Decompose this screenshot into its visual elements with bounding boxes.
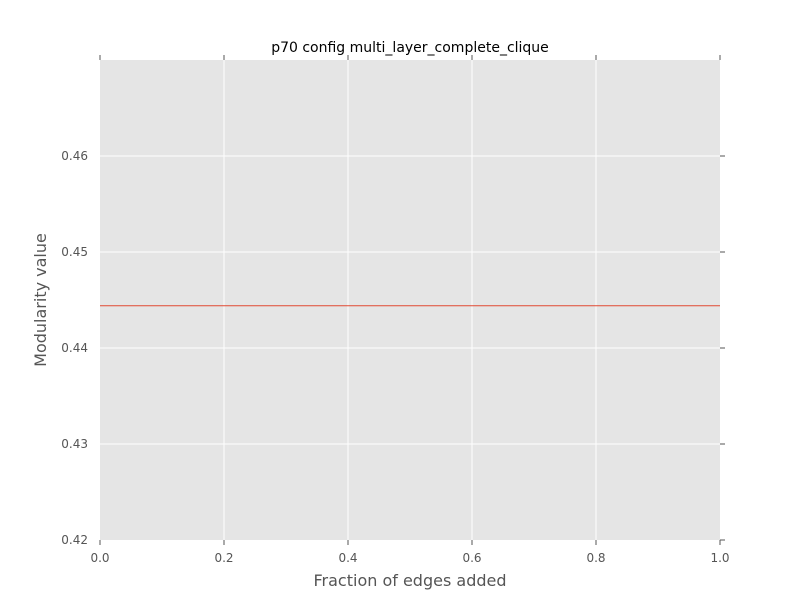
x-tick-label: 0.8 <box>586 551 605 565</box>
x-tick-label: 1.0 <box>710 551 729 565</box>
y-tick-label: 0.42 <box>61 533 88 547</box>
chart-title: p70 config multi_layer_complete_clique <box>271 40 549 56</box>
y-tick-label: 0.44 <box>61 341 88 355</box>
x-axis-label: Fraction of edges added <box>314 571 507 590</box>
y-tick-label: 0.45 <box>61 245 88 259</box>
ticks: 0.0 0.2 0.4 0.6 0.8 1.0 0.42 0.43 0.44 0.45 0.46 <box>61 55 730 565</box>
x-tick-label: 0.0 <box>90 551 109 565</box>
y-tick-label: 0.46 <box>61 149 88 163</box>
x-tick-label: 0.2 <box>214 551 233 565</box>
y-tick-label: 0.43 <box>61 437 88 451</box>
plot-area <box>100 60 720 540</box>
x-tick-label: 0.6 <box>462 551 481 565</box>
x-tick-label: 0.4 <box>338 551 357 565</box>
y-axis-label: Modularity value <box>31 233 50 367</box>
grid <box>100 60 720 540</box>
